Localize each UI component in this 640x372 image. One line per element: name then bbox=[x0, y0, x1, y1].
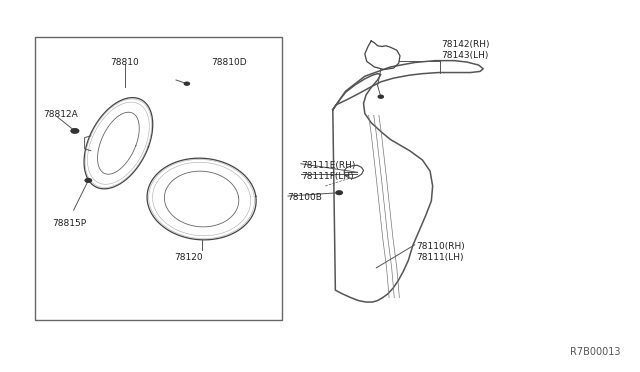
Text: 78812A: 78812A bbox=[44, 110, 78, 119]
Circle shape bbox=[184, 82, 189, 85]
Text: 78815P: 78815P bbox=[52, 219, 86, 228]
Circle shape bbox=[85, 179, 92, 182]
Text: 78143(LH): 78143(LH) bbox=[442, 51, 489, 60]
Text: 78100B: 78100B bbox=[287, 193, 321, 202]
Text: 78810D: 78810D bbox=[211, 58, 247, 67]
Text: 78111E(RH): 78111E(RH) bbox=[301, 161, 355, 170]
Text: 78111F(LH): 78111F(LH) bbox=[301, 172, 353, 181]
Circle shape bbox=[378, 95, 383, 98]
Text: 78110(RH): 78110(RH) bbox=[416, 242, 465, 251]
Text: 78111(LH): 78111(LH) bbox=[416, 253, 463, 262]
Circle shape bbox=[336, 191, 342, 195]
Text: R7B00013: R7B00013 bbox=[570, 347, 621, 357]
Text: 78142(RH): 78142(RH) bbox=[442, 40, 490, 49]
Bar bbox=[35, 37, 282, 320]
Text: 78810: 78810 bbox=[111, 58, 139, 67]
Text: 78120: 78120 bbox=[175, 253, 203, 262]
Circle shape bbox=[71, 129, 79, 133]
